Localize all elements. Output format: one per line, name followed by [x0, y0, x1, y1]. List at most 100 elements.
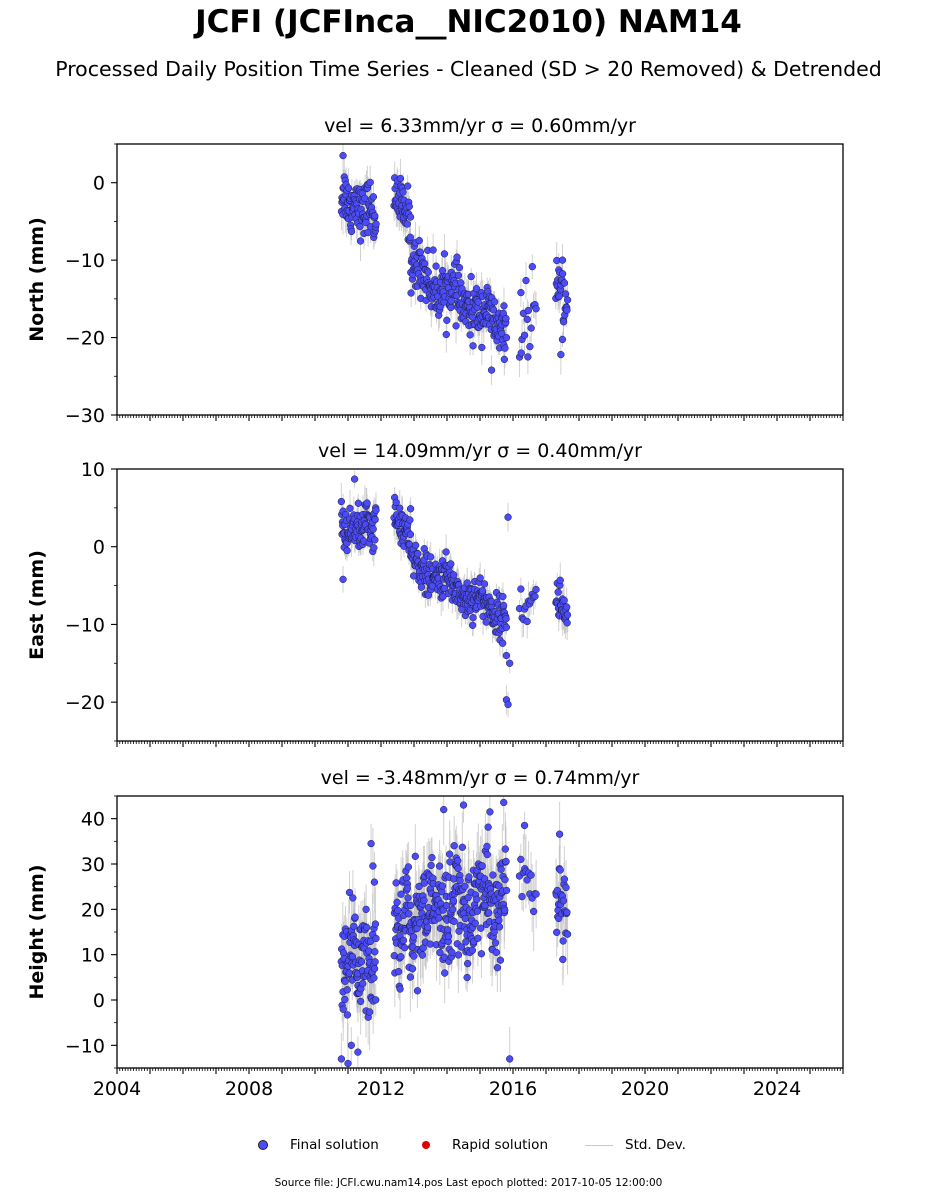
data-point [556, 866, 564, 874]
data-point [490, 298, 499, 306]
data-point [476, 574, 484, 582]
x-tick-label: 2016 [489, 1078, 537, 1100]
data-point [441, 969, 449, 977]
data-point [413, 987, 422, 995]
data-point [517, 855, 525, 864]
data-point [477, 924, 485, 932]
data-point [449, 897, 458, 905]
data-point [450, 842, 458, 850]
data-point [396, 174, 405, 183]
data-point [372, 220, 380, 228]
data-point [443, 316, 451, 324]
y-tick-label: −10 [65, 250, 105, 272]
data-point [369, 862, 377, 870]
data-point [493, 964, 502, 972]
figure-subtitle: Processed Daily Position Time Series - C… [55, 57, 882, 81]
data-point [555, 830, 564, 838]
data-point [404, 863, 413, 871]
data-point [405, 910, 413, 918]
data-point [457, 279, 465, 287]
data-point [554, 588, 562, 596]
y-tick-label: 40 [81, 809, 105, 831]
data-point [560, 875, 569, 883]
y-tick-label: −20 [65, 692, 105, 714]
data-point [343, 986, 351, 994]
data-point [487, 366, 496, 374]
data-point [504, 700, 512, 709]
y-tick-label: 0 [93, 990, 105, 1012]
data-point [478, 343, 486, 352]
data-point [362, 905, 370, 914]
legend-item-std: Std. Dev. [585, 1137, 686, 1153]
data-point [517, 585, 525, 593]
data-point [469, 613, 477, 622]
data-point [501, 845, 509, 853]
data-point [501, 906, 509, 914]
data-point [350, 475, 359, 483]
data-point [563, 611, 572, 619]
data-point [428, 582, 437, 590]
data-point [440, 584, 449, 593]
data-point [559, 955, 567, 964]
data-point [442, 901, 451, 910]
data-point [454, 857, 462, 865]
data-point [558, 335, 567, 344]
data-point [465, 873, 473, 881]
data-point [403, 874, 411, 882]
data-point [563, 908, 571, 916]
data-point [404, 182, 412, 190]
data-point [339, 151, 347, 160]
data-point [467, 272, 475, 281]
data-point [506, 1055, 514, 1063]
data-point [367, 839, 375, 848]
data-point [485, 909, 493, 917]
data-point [501, 344, 509, 352]
data-point [363, 499, 371, 507]
data-point [458, 843, 467, 851]
data-point [396, 985, 404, 993]
data-point [527, 324, 535, 332]
y-axis-label: North (mm) [26, 217, 48, 342]
data-point [403, 884, 412, 892]
data-point [351, 913, 359, 921]
data-point [558, 270, 567, 278]
data-point [406, 505, 415, 513]
plots-area: 0 −10 −20 −30 North (mm) vel = 6.33mm/yr σ = … [26, 115, 844, 1100]
data-point [372, 996, 380, 1004]
y-tick-label: −10 [65, 1035, 105, 1057]
data-point [528, 263, 536, 271]
data-point [495, 923, 504, 931]
data-point [461, 882, 469, 890]
data-point [502, 623, 511, 631]
data-point [517, 288, 525, 297]
data-point [557, 350, 565, 359]
data-point [371, 958, 379, 966]
data-point [424, 923, 432, 931]
data-point [442, 548, 450, 556]
panel-title: vel = 6.33mm/yr σ = 0.60mm/yr [324, 115, 636, 137]
data-point [449, 905, 457, 914]
data-point [523, 876, 531, 884]
data-point [427, 861, 435, 870]
legend-item-final: Final solution [258, 1137, 379, 1153]
data-point [500, 798, 508, 807]
data-point [454, 951, 463, 959]
data-point [447, 560, 455, 568]
data-point [499, 639, 507, 647]
legend-rapid-label: Rapid solution [452, 1137, 548, 1153]
data-point [371, 536, 379, 544]
data-point [559, 937, 567, 945]
data-point [489, 306, 498, 314]
data-point [453, 253, 461, 261]
data-point [484, 823, 492, 831]
data-point [428, 853, 436, 862]
data-point [473, 895, 481, 903]
x-tick-label: 2012 [357, 1078, 405, 1100]
data-point [560, 279, 569, 287]
data-point [499, 592, 507, 601]
y-tick-label: 0 [93, 173, 105, 195]
data-point [491, 939, 500, 947]
y-tick-label: 10 [81, 459, 105, 481]
data-point [339, 1005, 347, 1013]
data-point [563, 930, 572, 938]
